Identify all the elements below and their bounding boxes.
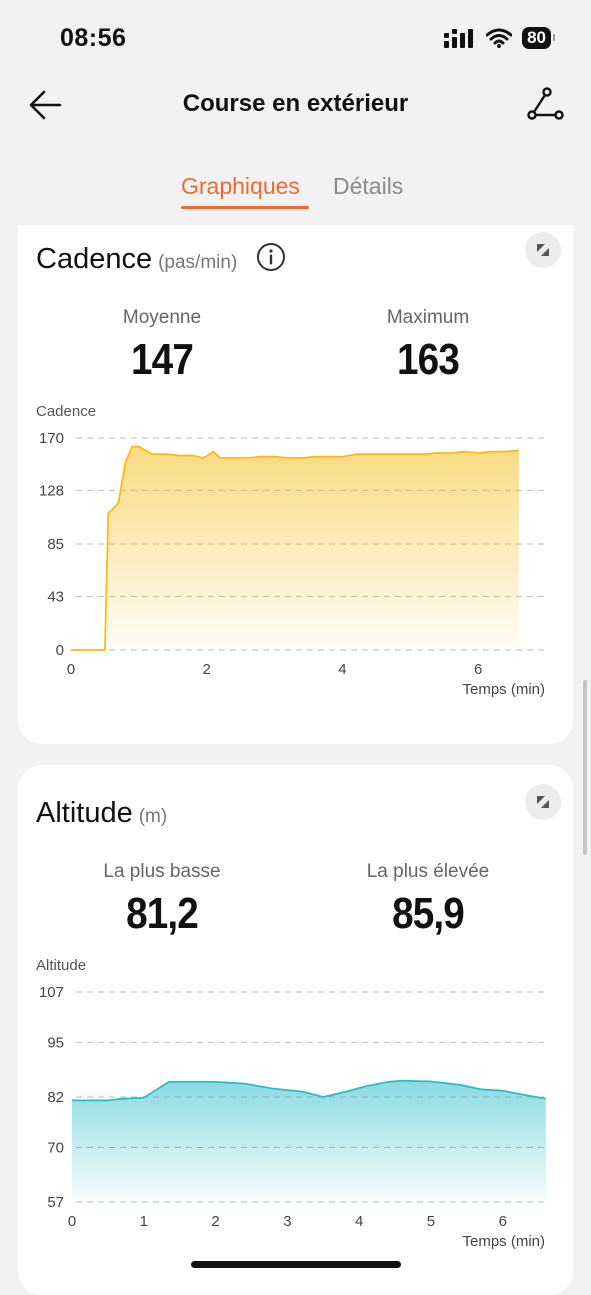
y-tick-label: 95 (47, 1034, 64, 1051)
series-line (71, 445, 519, 651)
expand-icon (537, 244, 549, 256)
series-line (72, 1079, 546, 1102)
scrollbar[interactable] (583, 680, 587, 855)
y-tick-label: 57 (47, 1194, 64, 1211)
altitude-title: Altitude (m) (36, 797, 167, 830)
status-bar: 08:56 80 (0, 0, 591, 70)
y-tick-label: 70 (47, 1139, 64, 1156)
altitude-highest-value: 85,9 (392, 889, 465, 938)
altitude-lowest: La plus basse 81,2 (62, 861, 262, 939)
x-tick-label: 5 (427, 1213, 435, 1230)
info-icon[interactable] (256, 242, 286, 272)
y-tick-label: 0 (56, 642, 64, 659)
altitude-card: Altitude (m) La plus basse 81,2 La plus é… (18, 765, 573, 1295)
x-tick-label: 3 (283, 1213, 291, 1230)
cadence-average-label: Moyenne (122, 307, 202, 328)
x-tick-label: 0 (68, 1213, 76, 1230)
altitude-unit: (m) (138, 806, 168, 827)
home-indicator[interactable] (191, 1261, 401, 1268)
cadence-unit: (pas/min) (158, 252, 238, 273)
nav-bar: Course en extérieur (0, 75, 591, 135)
y-tick-label: 128 (39, 482, 64, 499)
back-arrow-icon (29, 90, 62, 120)
status-icons: 80 (444, 27, 555, 49)
x-tick-label: 1 (140, 1213, 148, 1230)
cadence-card: Cadence (pas/min) Moyenne 147 Maximum 163… (18, 225, 573, 744)
altitude-lowest-label: La plus basse (103, 861, 221, 882)
altitude-highest: La plus élevée 85,9 (328, 861, 528, 939)
expand-altitude-button[interactable] (525, 784, 561, 820)
y-tick-label: 43 (47, 588, 64, 605)
y-tick-label: 82 (47, 1089, 64, 1106)
tab-bar: Graphiques Détails (0, 170, 591, 215)
y-tick-label: 170 (39, 430, 64, 447)
x-tick-label: 2 (211, 1213, 219, 1230)
wifi-icon (486, 28, 513, 48)
cadence-maximum-label: Maximum (386, 307, 470, 328)
altitude-lowest-value: 81,2 (126, 889, 199, 938)
back-button[interactable] (26, 85, 66, 125)
cadence-title-text: Cadence (36, 243, 153, 275)
y-axis-label: Cadence (36, 403, 96, 420)
x-tick-label: 0 (67, 661, 75, 678)
signal-icon (444, 29, 474, 48)
x-tick-label: 6 (499, 1213, 507, 1230)
series-area (72, 1080, 546, 1202)
route-button[interactable] (525, 85, 565, 125)
x-axis-label: Temps (min) (462, 681, 545, 698)
cadence-maximum-value: 163 (397, 335, 460, 384)
expand-cadence-button[interactable] (525, 232, 561, 268)
cadence-maximum: Maximum 163 (328, 307, 528, 385)
x-axis-label: Temps (min) (462, 1233, 545, 1250)
route-icon (527, 87, 564, 120)
page-title: Course en extérieur (182, 90, 409, 117)
cadence-chart: Cadence 0 43 85 128 170 0 2 4 6 Temps (min) (36, 403, 545, 698)
x-tick-label: 6 (474, 661, 482, 678)
cadence-title: Cadence (pas/min) (36, 243, 237, 276)
series-area (71, 446, 519, 650)
battery-indicator: 80 (522, 27, 555, 49)
x-tick-label: 4 (338, 661, 346, 678)
expand-icon (537, 796, 549, 808)
altitude-title-text: Altitude (36, 797, 133, 829)
y-tick-label: 107 (39, 984, 64, 1001)
y-axis-label: Altitude (36, 957, 86, 974)
altitude-chart: Altitude 57 70 82 95 107 0 1 2 3 4 5 6 Temps (min) (36, 957, 546, 1250)
cadence-average-value: 147 (131, 335, 194, 384)
tab-details[interactable]: Détails (333, 173, 404, 199)
x-tick-label: 4 (355, 1213, 363, 1230)
active-tab-indicator (181, 206, 309, 209)
x-tick-label: 2 (203, 661, 211, 678)
cadence-average: Moyenne 147 (62, 307, 262, 385)
altitude-highest-label: La plus élevée (366, 861, 490, 882)
y-tick-label: 85 (47, 536, 64, 553)
status-time: 08:56 (60, 24, 127, 52)
tab-graphiques[interactable]: Graphiques (181, 173, 300, 199)
